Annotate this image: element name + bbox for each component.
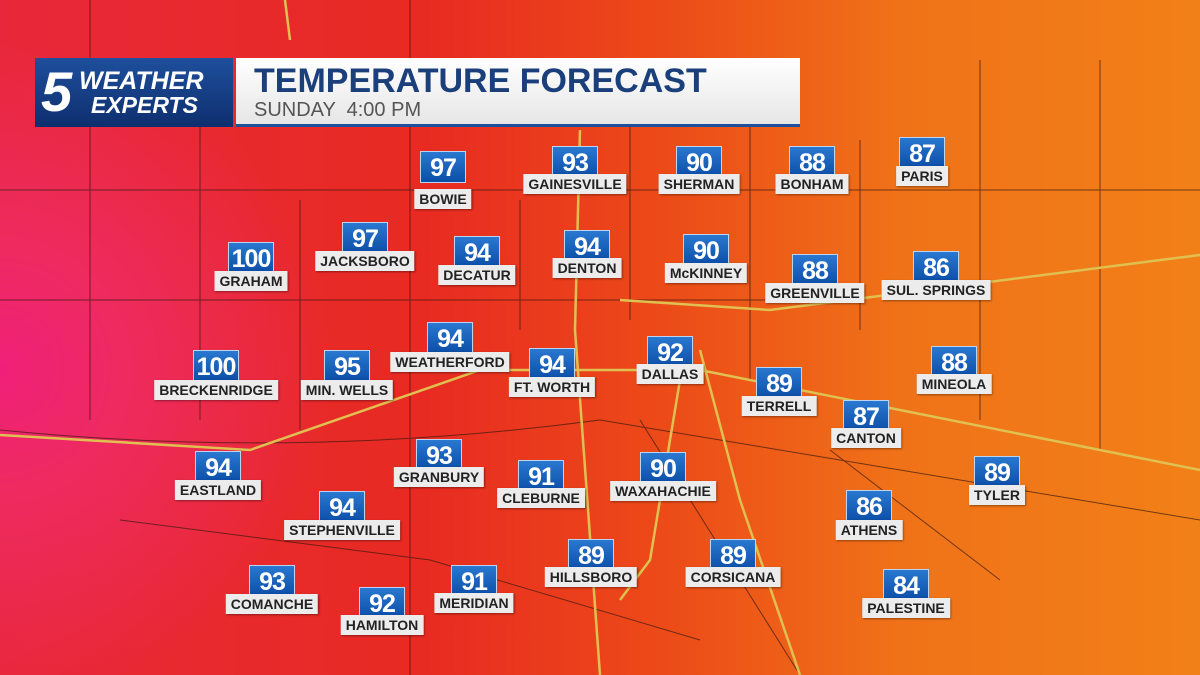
temperature: 94 — [564, 230, 610, 262]
city-label: CANTON — [831, 428, 901, 448]
temperature: 88 — [789, 146, 835, 178]
title: TEMPERATURE FORECAST — [254, 62, 707, 100]
temperature: 90 — [676, 146, 722, 178]
city-label: GRANBURY — [393, 467, 485, 487]
temperature: 87 — [899, 137, 945, 169]
temperature: 91 — [518, 460, 564, 492]
city-label: HAMILTON — [340, 615, 424, 635]
temperature: 91 — [451, 565, 497, 597]
city-label: DENTON — [552, 258, 622, 278]
temperature: 90 — [640, 452, 686, 484]
temperature: 89 — [568, 539, 614, 571]
temperature: 97 — [420, 151, 466, 183]
city-label: DECATUR — [438, 265, 516, 285]
city-label: BONHAM — [775, 174, 849, 194]
city-label: BRECKENRIDGE — [154, 380, 278, 400]
city-label: MINEOLA — [916, 374, 992, 394]
city-label: TERRELL — [741, 396, 817, 416]
temperature: 94 — [195, 451, 241, 483]
city-label: MIN. WELLS — [300, 380, 394, 400]
city-label: JACKSBORO — [315, 251, 415, 271]
city-label: MERIDIAN — [434, 593, 514, 613]
temperature: 100 — [228, 242, 274, 274]
city-label: CORSICANA — [685, 567, 781, 587]
temperature: 92 — [359, 587, 405, 619]
city-label: ATHENS — [835, 520, 903, 540]
city-label: FT. WORTH — [508, 377, 596, 397]
city-label: PALESTINE — [862, 598, 950, 618]
temperature: 100 — [193, 350, 239, 382]
city-label: EASTLAND — [174, 480, 262, 500]
city-label: GRAHAM — [214, 271, 288, 291]
city-label: GAINESVILLE — [523, 174, 627, 194]
city-label: DALLAS — [636, 364, 704, 384]
temperature: 95 — [324, 350, 370, 382]
temperature: 89 — [974, 456, 1020, 488]
city-label: HILLSBORO — [544, 567, 638, 587]
temperature: 97 — [342, 222, 388, 254]
temperature: 93 — [249, 565, 295, 597]
temperature: 86 — [846, 490, 892, 522]
temperature: 90 — [683, 234, 729, 266]
temperature: 84 — [883, 569, 929, 601]
city-label: WEATHERFORD — [390, 352, 510, 372]
temperature: 88 — [931, 346, 977, 378]
title-bar: TEMPERATURE FORECAST SUNDAY 4:00 PM — [236, 58, 800, 127]
city-label: GREENVILLE — [765, 283, 865, 303]
city-label: COMANCHE — [225, 594, 319, 614]
logo-line2: EXPERTS — [91, 92, 198, 118]
logo-line1: WEATHER — [79, 67, 204, 95]
city-label: McKINNEY — [664, 263, 748, 283]
city-label: SUL. SPRINGS — [881, 280, 991, 300]
temperature: 94 — [454, 236, 500, 268]
temperature: 89 — [756, 367, 802, 399]
temperature: 86 — [913, 251, 959, 283]
temperature: 89 — [710, 539, 756, 571]
city-label: CLEBURNE — [497, 488, 585, 508]
city-label: SHERMAN — [658, 174, 740, 194]
temperature: 94 — [427, 322, 473, 354]
city-label: PARIS — [896, 166, 948, 186]
temperature: 92 — [647, 336, 693, 368]
temperature: 94 — [529, 348, 575, 380]
temperature: 93 — [552, 146, 598, 178]
logo-number: 5 — [41, 60, 73, 123]
temperature: 88 — [792, 254, 838, 286]
city-label: STEPHENVILLE — [284, 520, 400, 540]
station-logo: 5 WEATHER EXPERTS — [35, 58, 233, 127]
city-label: WAXAHACHIE — [610, 481, 716, 501]
city-label: BOWIE — [414, 189, 472, 209]
subtitle: SUNDAY 4:00 PM — [254, 99, 422, 121]
temperature: 94 — [319, 491, 365, 523]
temperature: 87 — [843, 400, 889, 432]
city-label: TYLER — [969, 485, 1025, 505]
